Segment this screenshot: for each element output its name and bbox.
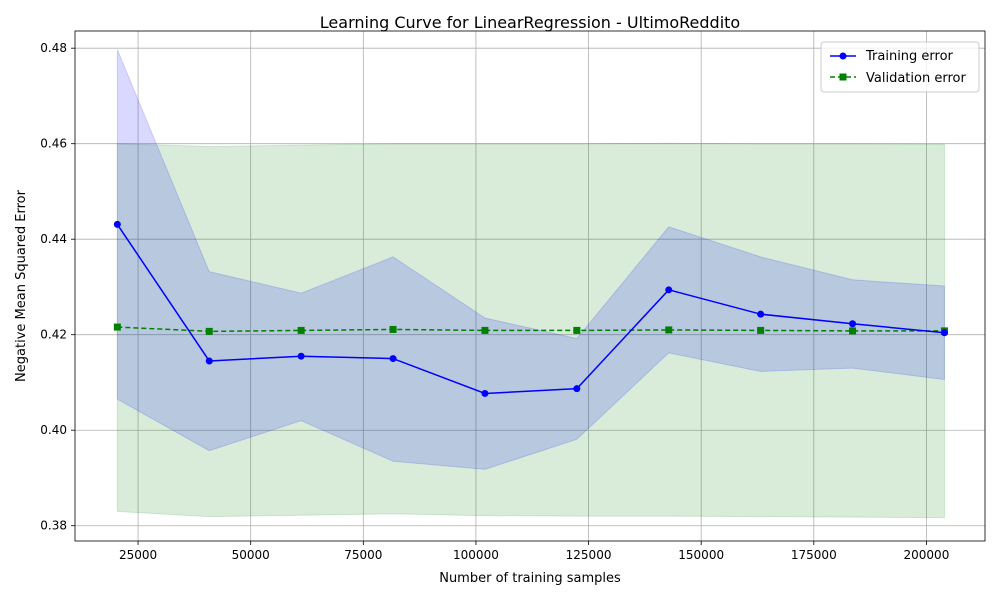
y-tick-label: 0.42 — [40, 328, 67, 342]
training-error-line — [116, 223, 945, 395]
y-tick-label: 0.46 — [40, 137, 67, 151]
validation-error-point — [573, 326, 581, 334]
legend-training-marker — [839, 52, 847, 60]
series-lines — [113, 220, 948, 397]
training-error-point — [113, 220, 121, 228]
legend-box — [820, 41, 980, 93]
y-tick-label: 0.48 — [40, 41, 67, 55]
legend-validation-label: Validation error — [866, 71, 966, 86]
x-tick-label: 125000 — [566, 548, 612, 562]
training-error-point — [389, 355, 397, 363]
validation-error-point — [849, 327, 857, 335]
axis-ticks: 25000 50000 75000 100000 125000 150000 175000 2… — [40, 41, 949, 562]
validation-error-point — [665, 326, 673, 334]
validation-error-point — [297, 326, 305, 334]
training-error-point — [573, 385, 581, 393]
x-tick-label: 100000 — [453, 548, 499, 562]
x-axis-title: Number of training samples — [439, 571, 621, 586]
plot-frame — [74, 30, 986, 542]
confidence-bands — [116, 49, 945, 519]
grid — [75, 31, 985, 541]
legend-entry-training: Training error — [830, 49, 954, 64]
validation-error-line — [117, 326, 945, 333]
x-tick-label: 175000 — [791, 548, 837, 562]
training-error-point — [205, 357, 213, 365]
training-error-point — [849, 320, 857, 328]
legend: Training error Validation error — [820, 41, 980, 93]
y-tick-label: 0.38 — [40, 519, 67, 533]
chart-title: Learning Curve for LinearRegression - Ul… — [320, 13, 740, 32]
training-error-point — [665, 286, 673, 294]
training-error-band — [116, 49, 945, 470]
validation-error-point — [389, 325, 397, 333]
training-error-point — [481, 389, 489, 397]
x-tick-label: 200000 — [904, 548, 950, 562]
y-tick-label: 0.44 — [40, 232, 67, 246]
x-tick-label: 50000 — [232, 548, 270, 562]
training-error-point — [940, 329, 948, 337]
x-tick-label: 75000 — [344, 548, 382, 562]
validation-error-point — [757, 326, 765, 334]
x-tick-label: 25000 — [119, 548, 157, 562]
validation-error-point — [481, 326, 489, 334]
legend-training-label: Training error — [865, 49, 954, 64]
validation-error-band — [116, 142, 945, 519]
y-axis-title: Negative Mean Squared Error — [14, 189, 29, 382]
legend-validation-marker — [839, 73, 847, 81]
legend-entry-validation: Validation error — [830, 71, 966, 86]
y-tick-label: 0.40 — [40, 423, 67, 437]
training-error-point — [757, 310, 765, 318]
training-error-point — [297, 352, 305, 360]
x-tick-label: 150000 — [678, 548, 724, 562]
validation-error-point — [113, 323, 121, 331]
validation-error-point — [205, 327, 213, 335]
